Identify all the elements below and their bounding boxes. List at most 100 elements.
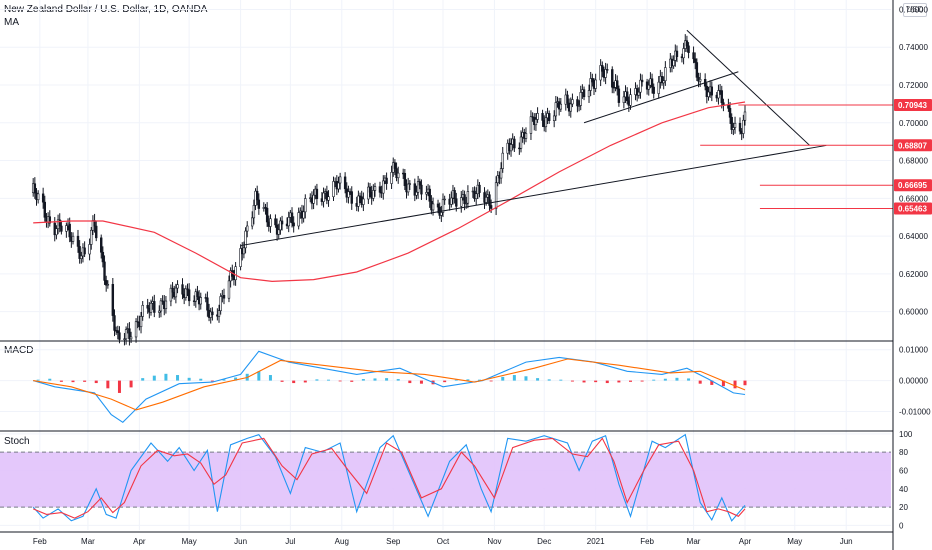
candle-body — [591, 78, 594, 83]
candle-body — [496, 175, 499, 184]
stoch-band-fill — [0, 452, 891, 508]
candle-body — [139, 316, 143, 328]
candle-body — [104, 280, 108, 286]
candle-body — [234, 266, 237, 281]
candle-body — [106, 284, 110, 286]
candle-body — [196, 291, 199, 297]
macd-histogram-bar — [710, 380, 714, 385]
candle-body — [484, 196, 488, 203]
y-tick-label: 20 — [899, 503, 908, 512]
candle-body — [187, 289, 191, 302]
macd-histogram-bar — [83, 380, 87, 382]
y-tick-label: -0.01000 — [899, 407, 931, 416]
candle-body — [280, 220, 284, 225]
candle-body — [358, 195, 362, 198]
candle-body — [116, 330, 120, 334]
candle-body — [738, 122, 742, 132]
candle-body — [158, 310, 161, 313]
candle-body — [569, 103, 572, 112]
candle-body — [720, 90, 723, 104]
macd-histogram-bar — [199, 378, 203, 381]
currency-badge[interactable]: USD — [903, 3, 927, 17]
y-tick-label: 60 — [899, 466, 908, 475]
candle-body — [408, 183, 412, 185]
candle-body — [639, 79, 642, 93]
candle-body — [687, 45, 690, 53]
candle-body — [489, 205, 493, 209]
y-tick-label: 0.60000 — [899, 308, 928, 317]
candle-body — [164, 300, 168, 310]
trend-line — [240, 144, 827, 247]
candle-body — [48, 216, 51, 224]
macd-histogram-bar — [71, 380, 75, 383]
price-level-badge-label: 0.65463 — [898, 204, 927, 213]
candle-body — [251, 217, 254, 227]
trend-line — [686, 29, 811, 146]
x-tick-label: Apr — [739, 537, 752, 546]
candle-body — [536, 113, 539, 120]
candle-body — [325, 191, 329, 201]
candle-body — [332, 181, 335, 198]
macd-histogram-bar — [408, 380, 412, 384]
candle-body — [488, 194, 491, 206]
macd-histogram-bar — [361, 379, 365, 381]
candle-body — [403, 173, 407, 187]
macd-histogram-bar — [547, 379, 551, 381]
x-tick-label: Oct — [437, 537, 450, 546]
candle-body — [743, 111, 747, 121]
candle-body — [350, 191, 353, 204]
macd-histogram-bar — [396, 379, 400, 381]
price-level-badge — [894, 202, 932, 215]
price-level-badge-label: 0.68807 — [898, 141, 927, 150]
moving-average-line — [33, 101, 746, 283]
stoch-k-line — [32, 433, 746, 522]
candle-body — [577, 105, 581, 107]
candle-body — [277, 229, 280, 235]
macd-histogram-bar — [629, 380, 633, 382]
candle-body — [466, 191, 470, 204]
candle-body — [123, 338, 126, 340]
macd-histogram-bar — [652, 379, 656, 381]
candle-body — [519, 136, 523, 149]
candle-body — [111, 284, 115, 316]
candle-body — [664, 67, 667, 82]
candle-body — [287, 217, 290, 227]
candle-body — [589, 78, 592, 91]
x-tick-label: Mar — [687, 537, 701, 546]
y-tick-label: 0.72000 — [899, 81, 928, 90]
candle-body — [576, 99, 579, 107]
candle-body — [222, 295, 226, 299]
candle-body — [441, 199, 445, 213]
macd-histogram-bar — [164, 373, 168, 381]
candle-body — [685, 40, 689, 47]
candle-body — [101, 251, 105, 263]
candle-body — [524, 133, 528, 139]
macd-histogram-bar — [59, 380, 63, 382]
candle-body — [161, 300, 164, 302]
price-level-badge-label: 0.66695 — [898, 181, 927, 190]
candle-body — [601, 65, 604, 72]
candle-body — [159, 300, 163, 312]
candle-body — [239, 248, 242, 267]
macd-histogram-bar — [234, 377, 238, 381]
macd-histogram-bar — [617, 380, 621, 383]
y-tick-label: 0 — [899, 521, 904, 530]
macd-pane-label: MACD — [4, 345, 34, 356]
macd-histogram-bar — [327, 379, 331, 381]
candle-body — [587, 90, 591, 98]
candle-body — [292, 222, 295, 227]
candle-body — [252, 205, 256, 219]
candle-body — [453, 190, 456, 200]
macd-histogram-bar — [663, 378, 667, 381]
candle-body — [534, 119, 538, 126]
x-tick-label: Sep — [386, 537, 401, 546]
candle-body — [650, 78, 654, 88]
candle-body — [124, 329, 128, 340]
candle-body — [544, 117, 548, 128]
macd-histogram-bar — [303, 380, 307, 383]
macd-histogram-bar — [443, 380, 447, 383]
candle-body — [390, 171, 393, 184]
macd-histogram-bar — [94, 380, 98, 384]
macd-histogram-bar — [222, 379, 226, 381]
